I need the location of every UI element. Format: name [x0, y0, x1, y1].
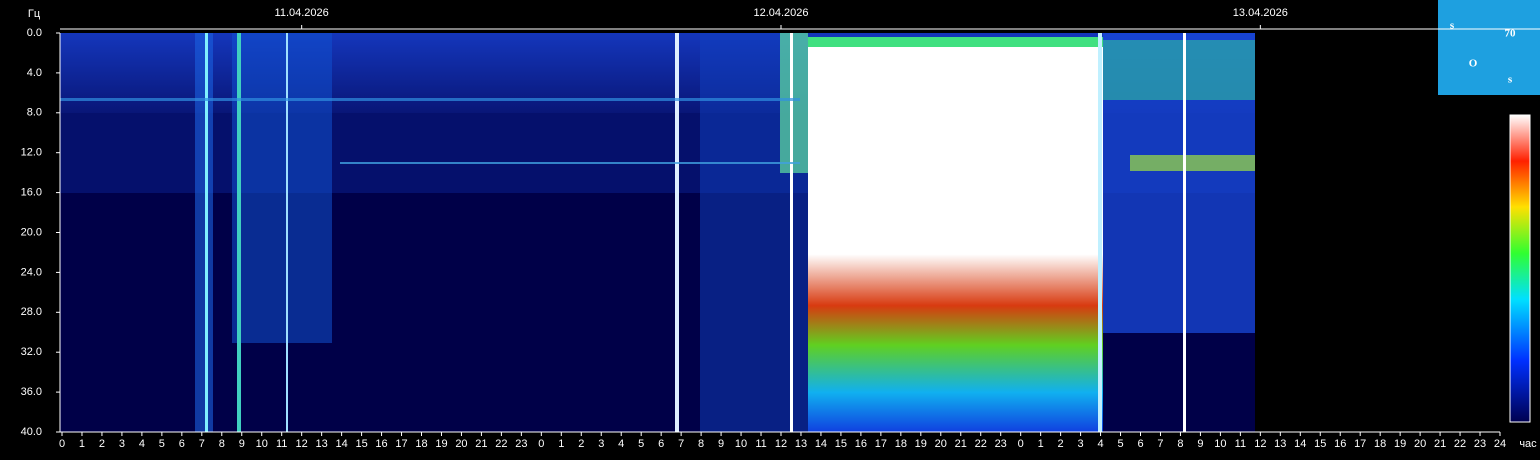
x-tick-label: 15	[1314, 438, 1326, 450]
x-tick-label: 9	[718, 438, 724, 450]
x-tick-label: 14	[815, 438, 827, 450]
x-tick-label: 5	[159, 438, 165, 450]
y-tick-label: 36.0	[21, 386, 42, 398]
x-tick-label: 22	[495, 438, 507, 450]
x-tick-label: 12	[1254, 438, 1266, 450]
date-label: 11.04.2026	[275, 7, 329, 19]
x-tick-label: 19	[915, 438, 927, 450]
x-tick-label: 9	[1197, 438, 1203, 450]
x-tick-label: 4	[618, 438, 624, 450]
y-tick-label: 4.0	[27, 67, 42, 79]
x-tick-label: 18	[1374, 438, 1386, 450]
x-tick-label: 1	[1038, 438, 1044, 450]
x-tick-label: 7	[199, 438, 205, 450]
x-tick-label: 23	[995, 438, 1007, 450]
x-tick-label: 23	[1474, 438, 1486, 450]
x-tick-label: 6	[1137, 438, 1143, 450]
x-tick-label: 3	[1078, 438, 1084, 450]
x-tick-label: 7	[678, 438, 684, 450]
x-tick-label: 17	[1354, 438, 1366, 450]
x-tick-label: 4	[139, 438, 145, 450]
x-tick-label: 8	[219, 438, 225, 450]
x-tick-label: 2	[578, 438, 584, 450]
y-tick-label: 40.0	[21, 426, 42, 438]
x-tick-label: 1	[558, 438, 564, 450]
logo-text: 70	[1505, 28, 1517, 40]
x-tick-label: 15	[835, 438, 847, 450]
x-tick-label: 20	[1414, 438, 1426, 450]
x-tick-label: 2	[99, 438, 105, 450]
date-label: 12.04.2026	[753, 7, 808, 19]
x-axis-label: час	[1519, 438, 1537, 450]
x-tick-label: 7	[1157, 438, 1163, 450]
y-tick-label: 0.0	[27, 27, 42, 39]
x-tick-label: 0	[538, 438, 544, 450]
x-tick-label: 11	[1235, 438, 1246, 450]
x-tick-label: 11	[276, 438, 287, 450]
spectrogram-image	[60, 33, 1255, 432]
x-tick-label: 20	[935, 438, 947, 450]
x-tick-label: 8	[698, 438, 704, 450]
x-tick-label: 5	[1117, 438, 1123, 450]
x-tick-label: 15	[355, 438, 367, 450]
x-tick-label: 14	[335, 438, 347, 450]
y-tick-label: 8.0	[27, 107, 42, 119]
x-tick-label: 12	[296, 438, 308, 450]
x-tick-label: 0	[1018, 438, 1024, 450]
x-tick-label: 16	[1334, 438, 1346, 450]
x-tick-label: 10	[735, 438, 747, 450]
x-tick-label: 3	[598, 438, 604, 450]
y-axis-label: Гц	[28, 8, 41, 20]
date-label: 13.04.2026	[1233, 7, 1288, 19]
x-tick-label: 2	[1058, 438, 1064, 450]
logo-text: O	[1469, 58, 1478, 70]
x-tick-label: 19	[1394, 438, 1406, 450]
x-tick-label: 14	[1294, 438, 1306, 450]
x-tick-label: 18	[895, 438, 907, 450]
x-tick-label: 21	[1434, 438, 1446, 450]
x-tick-label: 22	[975, 438, 987, 450]
x-tick-label: 6	[658, 438, 664, 450]
y-tick-label: 24.0	[21, 266, 42, 278]
x-tick-label: 1	[79, 438, 85, 450]
x-tick-label: 22	[1454, 438, 1466, 450]
x-tick-label: 11	[755, 438, 766, 450]
x-tick-label: 9	[239, 438, 245, 450]
x-tick-label: 13	[1274, 438, 1286, 450]
y-tick-label: 16.0	[21, 187, 42, 199]
x-tick-label: 8	[1177, 438, 1183, 450]
x-tick-label: 4	[1097, 438, 1103, 450]
y-tick-label: 32.0	[21, 346, 42, 358]
y-tick-label: 20.0	[21, 226, 42, 238]
x-tick-label: 10	[1214, 438, 1226, 450]
x-tick-label: 6	[179, 438, 185, 450]
logo-box	[1438, 0, 1540, 95]
x-tick-label: 21	[475, 438, 487, 450]
y-tick-label: 28.0	[21, 306, 42, 318]
logo-text: s	[1450, 20, 1455, 32]
x-tick-label: 17	[395, 438, 407, 450]
x-tick-label: 0	[59, 438, 65, 450]
x-tick-label: 16	[375, 438, 387, 450]
x-tick-label: 24	[1494, 438, 1506, 450]
x-tick-label: 13	[795, 438, 807, 450]
x-tick-label: 13	[316, 438, 328, 450]
x-tick-label: 16	[855, 438, 867, 450]
x-tick-label: 23	[515, 438, 527, 450]
x-tick-label: 3	[119, 438, 125, 450]
x-tick-label: 19	[435, 438, 447, 450]
x-tick-label: 12	[775, 438, 787, 450]
y-tick-label: 12.0	[21, 147, 42, 159]
x-tick-label: 17	[875, 438, 887, 450]
logo-text: s	[1508, 74, 1513, 86]
x-tick-label: 20	[455, 438, 467, 450]
x-tick-label: 18	[415, 438, 427, 450]
color-scale	[1509, 114, 1531, 423]
x-tick-label: 5	[638, 438, 644, 450]
x-tick-label: 21	[955, 438, 967, 450]
x-tick-label: 10	[256, 438, 268, 450]
